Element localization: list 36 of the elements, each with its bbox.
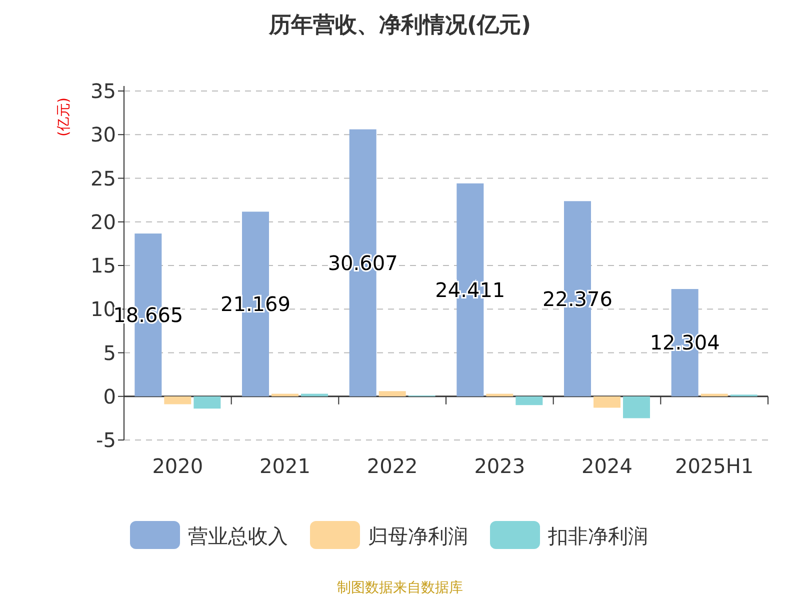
legend-label: 营业总收入 bbox=[188, 524, 288, 548]
x-tick-label: 2025H1 bbox=[674, 454, 754, 478]
data-label: 22.376 bbox=[542, 286, 612, 311]
bar bbox=[164, 396, 192, 404]
bar bbox=[623, 396, 650, 418]
bar bbox=[594, 396, 620, 408]
text: 制图数据来自数据库 bbox=[337, 580, 463, 596]
y-tick-label: 0 bbox=[103, 384, 116, 408]
bar bbox=[700, 394, 728, 396]
x-tick-label: 2023 bbox=[474, 454, 526, 478]
data-label: 30.607 bbox=[328, 250, 398, 275]
y-tick-label: 15 bbox=[90, 254, 116, 278]
y-tick-label: 30 bbox=[90, 122, 116, 147]
data-label: 21.169 bbox=[220, 292, 290, 316]
y-tick-label: 25 bbox=[90, 166, 116, 190]
bar bbox=[301, 394, 328, 396]
bar bbox=[516, 396, 543, 406]
y-tick-label: 5 bbox=[103, 340, 116, 365]
chart-title: 历年营收、净利情况(亿元) bbox=[268, 13, 532, 38]
legend-label: 归母净利润 bbox=[368, 524, 468, 548]
y-tick-label: 35 bbox=[90, 79, 116, 103]
data-label: 12.304 bbox=[650, 330, 720, 355]
bar bbox=[194, 396, 221, 409]
x-tick-label: 2022 bbox=[366, 454, 418, 478]
y-tick-label: 20 bbox=[90, 210, 116, 234]
data-label: 24.411 bbox=[435, 278, 506, 302]
x-tick-label: 2024 bbox=[582, 454, 632, 478]
y-tick-label: 10 bbox=[90, 297, 116, 322]
x-tick-label: 2021 bbox=[260, 454, 310, 478]
y-axis-title: (亿元) bbox=[56, 98, 72, 136]
bar bbox=[486, 394, 514, 396]
bar bbox=[272, 394, 298, 396]
x-tick-label: 2020 bbox=[152, 454, 204, 478]
bar bbox=[378, 391, 406, 396]
y-tick-label: -5 bbox=[96, 428, 116, 452]
legend-label: 扣非净利润 bbox=[547, 524, 648, 548]
